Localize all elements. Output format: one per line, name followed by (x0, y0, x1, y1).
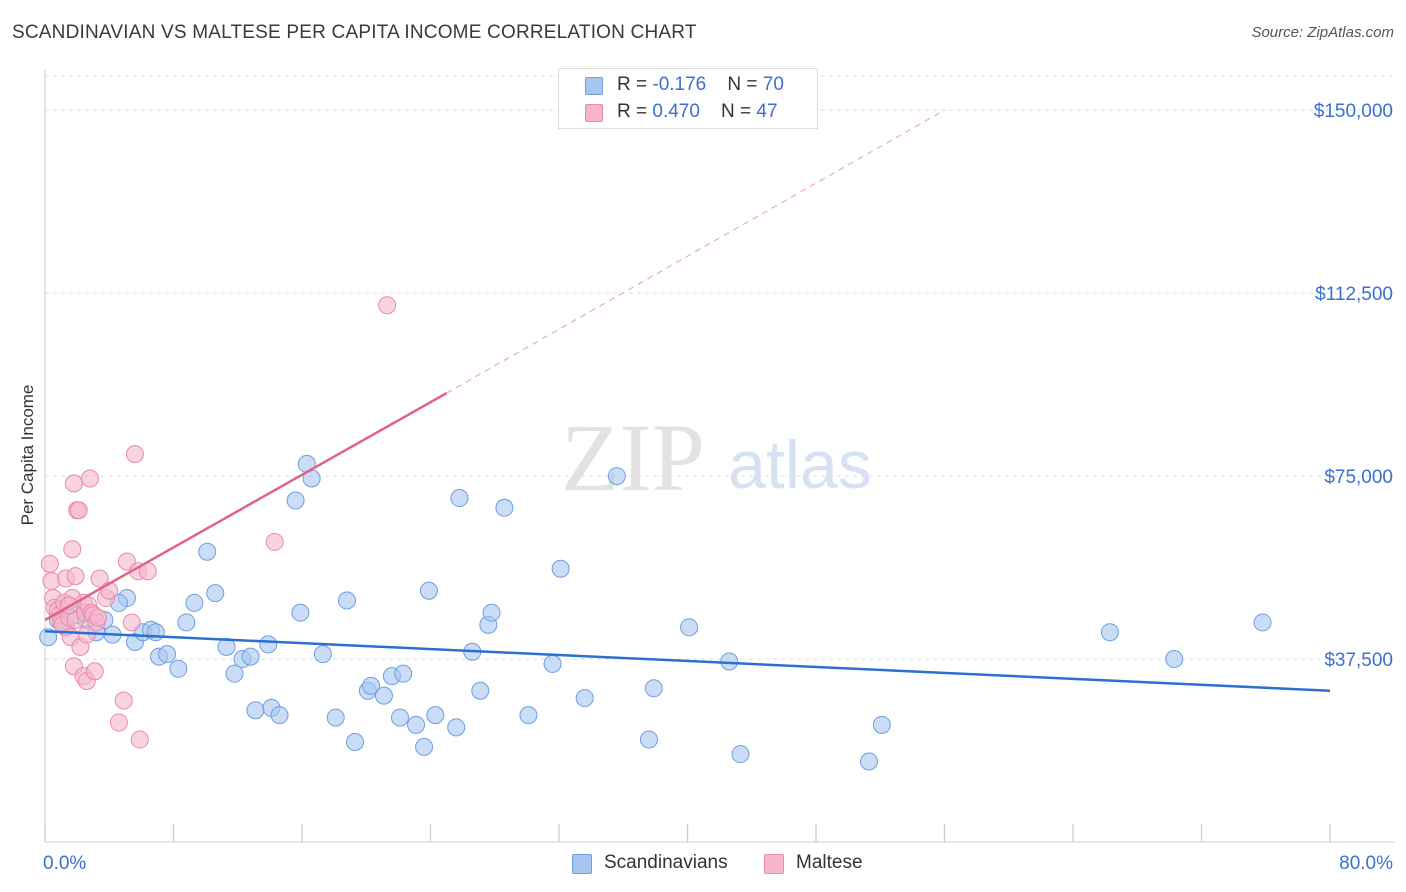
scandinavian-point (644, 679, 663, 698)
maltese-point (90, 569, 109, 588)
scandinavian-point (225, 664, 244, 683)
maltese-point (109, 713, 128, 732)
scandinavian-point (482, 603, 501, 622)
maltese-point (114, 691, 133, 710)
scandinavian-point (575, 689, 594, 708)
scandinavian-point (198, 542, 217, 561)
scandinavian-point (346, 732, 365, 751)
scandinavian-point (185, 593, 204, 612)
stats-text: R = 0.470 N = 47 (617, 101, 778, 122)
scandinavian-point (39, 628, 58, 647)
scandinavian-point (270, 706, 289, 725)
scandinavians-swatch (585, 77, 603, 95)
maltese-trend-extension (446, 109, 945, 394)
scandinavian-point (394, 664, 413, 683)
scandinavian-point (259, 635, 278, 654)
scandinavian-point (680, 618, 699, 637)
legend-swatch-maltese (764, 854, 784, 874)
maltese-point (378, 296, 397, 315)
scandinavian-point (362, 676, 381, 695)
legend-label: Maltese (796, 852, 863, 873)
scandinavian-point (217, 637, 236, 656)
y-tick-label: $75,000 (1324, 467, 1393, 488)
watermark-zip: ZIP (561, 404, 705, 511)
scandinavian-point (639, 730, 658, 749)
scandinavian-point (407, 715, 426, 734)
maltese-point (66, 567, 85, 586)
points (39, 296, 1272, 771)
maltese-point (89, 608, 108, 627)
scandinavian-point (241, 647, 260, 666)
scandinavian-point (146, 623, 165, 642)
trend-lines (44, 109, 1331, 693)
maltese-point (63, 540, 82, 559)
scandinavian-point (447, 718, 466, 737)
scandinavian-point (495, 498, 514, 517)
stats-text: R = -0.176 N = 70 (617, 74, 784, 95)
legend-swatch-scandinavians (572, 854, 592, 874)
scandinavian-point (326, 708, 345, 727)
scandinavian-point (206, 584, 225, 603)
scandinavian-point (450, 489, 469, 508)
scandinavian-point (426, 706, 445, 725)
maltese-point (64, 474, 83, 493)
chart-title: SCANDINAVIAN VS MALTESE PER CAPITA INCOM… (12, 22, 697, 43)
watermark: ZIP atlas (561, 404, 872, 511)
scandinavian-point (471, 681, 490, 700)
maltese-point (69, 501, 88, 520)
scandinavian-point (519, 706, 538, 725)
axes (44, 70, 1395, 843)
scandinavian-point (551, 559, 570, 578)
scandinavian-point (1165, 650, 1184, 669)
scandinavian-point (390, 708, 409, 727)
scandinavian-point (291, 603, 310, 622)
scandinavian-point (169, 659, 188, 678)
maltese-point (80, 469, 99, 488)
watermark-atlas: atlas (728, 427, 872, 503)
correlation-stats-box: R = -0.176 N = 70 R = 0.470 N = 47 (558, 68, 818, 129)
scandinavian-point (419, 581, 438, 600)
maltese-swatch (585, 104, 603, 122)
scandinavian-point (158, 645, 177, 664)
scandinavians-trend-line (44, 629, 1331, 693)
y-tick-label: $112,500 (1315, 284, 1393, 305)
scandinavian-point (374, 686, 393, 705)
scandinavian-point (177, 613, 196, 632)
maltese-point (265, 532, 284, 551)
scandinavian-point (731, 745, 750, 764)
scandinavian-point (607, 467, 626, 486)
legend-label: Scandinavians (604, 852, 728, 873)
x-tick-label-max: 80.0% (1339, 853, 1393, 874)
source-label: Source: ZipAtlas.com (1251, 24, 1394, 41)
scandinavian-point (286, 491, 305, 510)
scandinavian-point (415, 737, 434, 756)
maltese-point (40, 554, 59, 573)
maltese-trend-line (44, 392, 448, 622)
tick-labels: $37,500 $75,000 $112,500 $150,000 0.0% 80.0% (43, 101, 1393, 874)
y-tick-label: $37,500 (1324, 650, 1393, 671)
scandinavian-point (313, 645, 332, 664)
x-tick-label-min: 0.0% (43, 853, 86, 874)
scandinavian-point (337, 591, 356, 610)
maltese-point (85, 662, 104, 681)
maltese-point (122, 613, 141, 632)
scandinavian-point (860, 752, 879, 771)
maltese-point (130, 730, 149, 749)
y-tick-label: $150,000 (1314, 101, 1393, 122)
grid (45, 75, 1395, 660)
maltese-point (125, 445, 144, 464)
scandinavian-point (1253, 613, 1272, 632)
scandinavian-point (246, 701, 265, 720)
scandinavian-point (872, 715, 891, 734)
scandinavian-point (1100, 623, 1119, 642)
scandinavian-point (543, 654, 562, 673)
